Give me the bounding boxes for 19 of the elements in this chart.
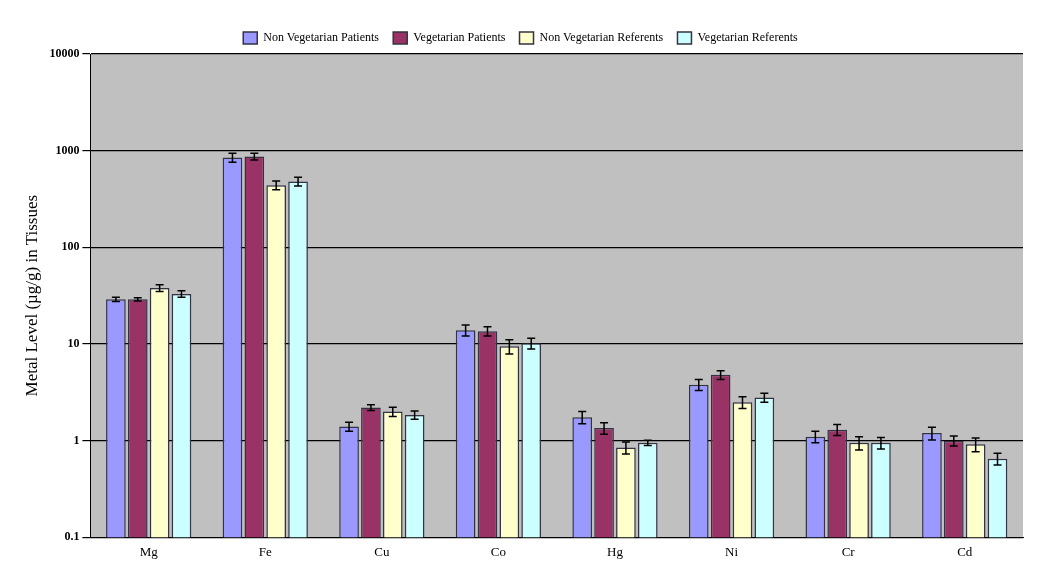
y-tick-label: 0.1 bbox=[64, 529, 80, 544]
legend-label: Non Vegetarian Referents bbox=[539, 30, 664, 45]
x-tick-label: Ni bbox=[725, 543, 739, 559]
x-tick-label: Fe bbox=[258, 543, 272, 559]
y-tick-label: 1 bbox=[73, 432, 80, 447]
x-tick-label: Mg bbox=[139, 543, 159, 559]
x-tick-label: Co bbox=[490, 543, 506, 559]
legend-label: Non Vegetarian Patients bbox=[263, 30, 380, 45]
x-tick-label: Cr bbox=[841, 543, 856, 559]
y-axis-title: Metal Level (µg/g) in Tissues bbox=[21, 194, 41, 397]
x-tick-label: Hg bbox=[607, 543, 624, 559]
x-tick-label: Cu bbox=[374, 543, 390, 559]
y-tick-label: 1000 bbox=[55, 142, 80, 157]
y-tick-label: 100 bbox=[61, 239, 80, 254]
x-tick-label: Cd bbox=[957, 543, 973, 559]
y-tick-label: 10000 bbox=[49, 46, 80, 61]
legend-label: Vegetarian Patients bbox=[413, 30, 506, 45]
legend-label: Vegetarian Referents bbox=[697, 30, 799, 45]
y-tick-label: 10 bbox=[67, 336, 80, 351]
